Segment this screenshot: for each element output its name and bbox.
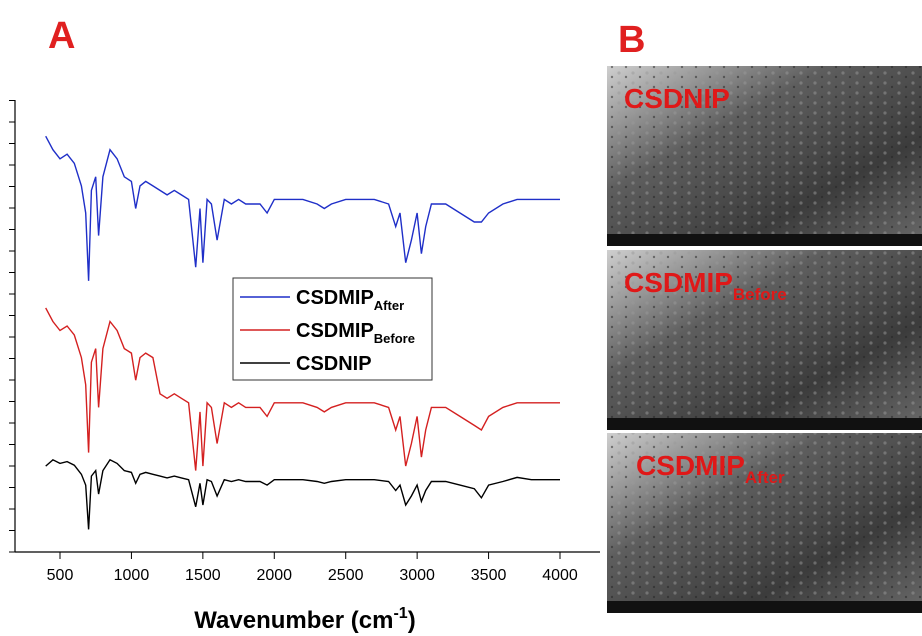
x-tick-label: 4000 [542,567,578,584]
sem-info-bar [607,234,922,246]
x-label-text: Wavenumber (cm [194,607,393,634]
sem-label-name: CSDMIP [636,450,745,481]
legend-name: CSDNIP [296,353,372,375]
spectrum-line [45,307,560,471]
x-tick-label: 3000 [399,567,435,584]
sem-label-name: CSDNIP [624,83,730,114]
spectrum-line [45,458,560,530]
x-tick-label: 1000 [114,567,150,584]
legend-subscript: After [374,298,404,313]
legend-name: CSDMIP [296,287,374,309]
sem-label: CSDNIP [624,83,730,114]
sem-texture [607,66,922,246]
x-axis-label: Wavenumber (cm-1) [194,605,415,634]
sem-label: CSDMIPBefore [624,267,787,304]
sem-info-bar [607,418,922,430]
x-tick-label: 3500 [471,567,507,584]
panel-label: B [618,19,645,61]
plot: 500 1000 1500 2000 2500 3000 3500 4000 [9,100,578,584]
x-tick-label: 2000 [256,567,292,584]
sem-label-subscript: After [745,468,785,487]
sem-texture [607,250,922,430]
x-label-superscript: -1 [393,605,407,622]
legend-label: CSDNIP [296,353,372,375]
sem-info-bar [607,601,922,613]
legend-subscript: Before [374,331,415,346]
legend-label: CSDMIPBefore [296,320,415,346]
sem-label-subscript: Before [733,285,787,304]
panel-label: A [48,15,75,57]
sem-label-name: CSDMIP [624,267,733,298]
sem-label: CSDMIPAfter [636,450,785,487]
sem-texture [607,433,922,613]
spectrum-line [45,135,560,281]
x-label-suffix: ) [408,607,416,634]
x-tick-label: 500 [47,567,74,584]
legend-name: CSDMIP [296,320,374,342]
x-tick-label: 1500 [185,567,221,584]
legend-label: CSDMIPAfter [296,287,404,313]
x-tick-label: 2500 [328,567,364,584]
